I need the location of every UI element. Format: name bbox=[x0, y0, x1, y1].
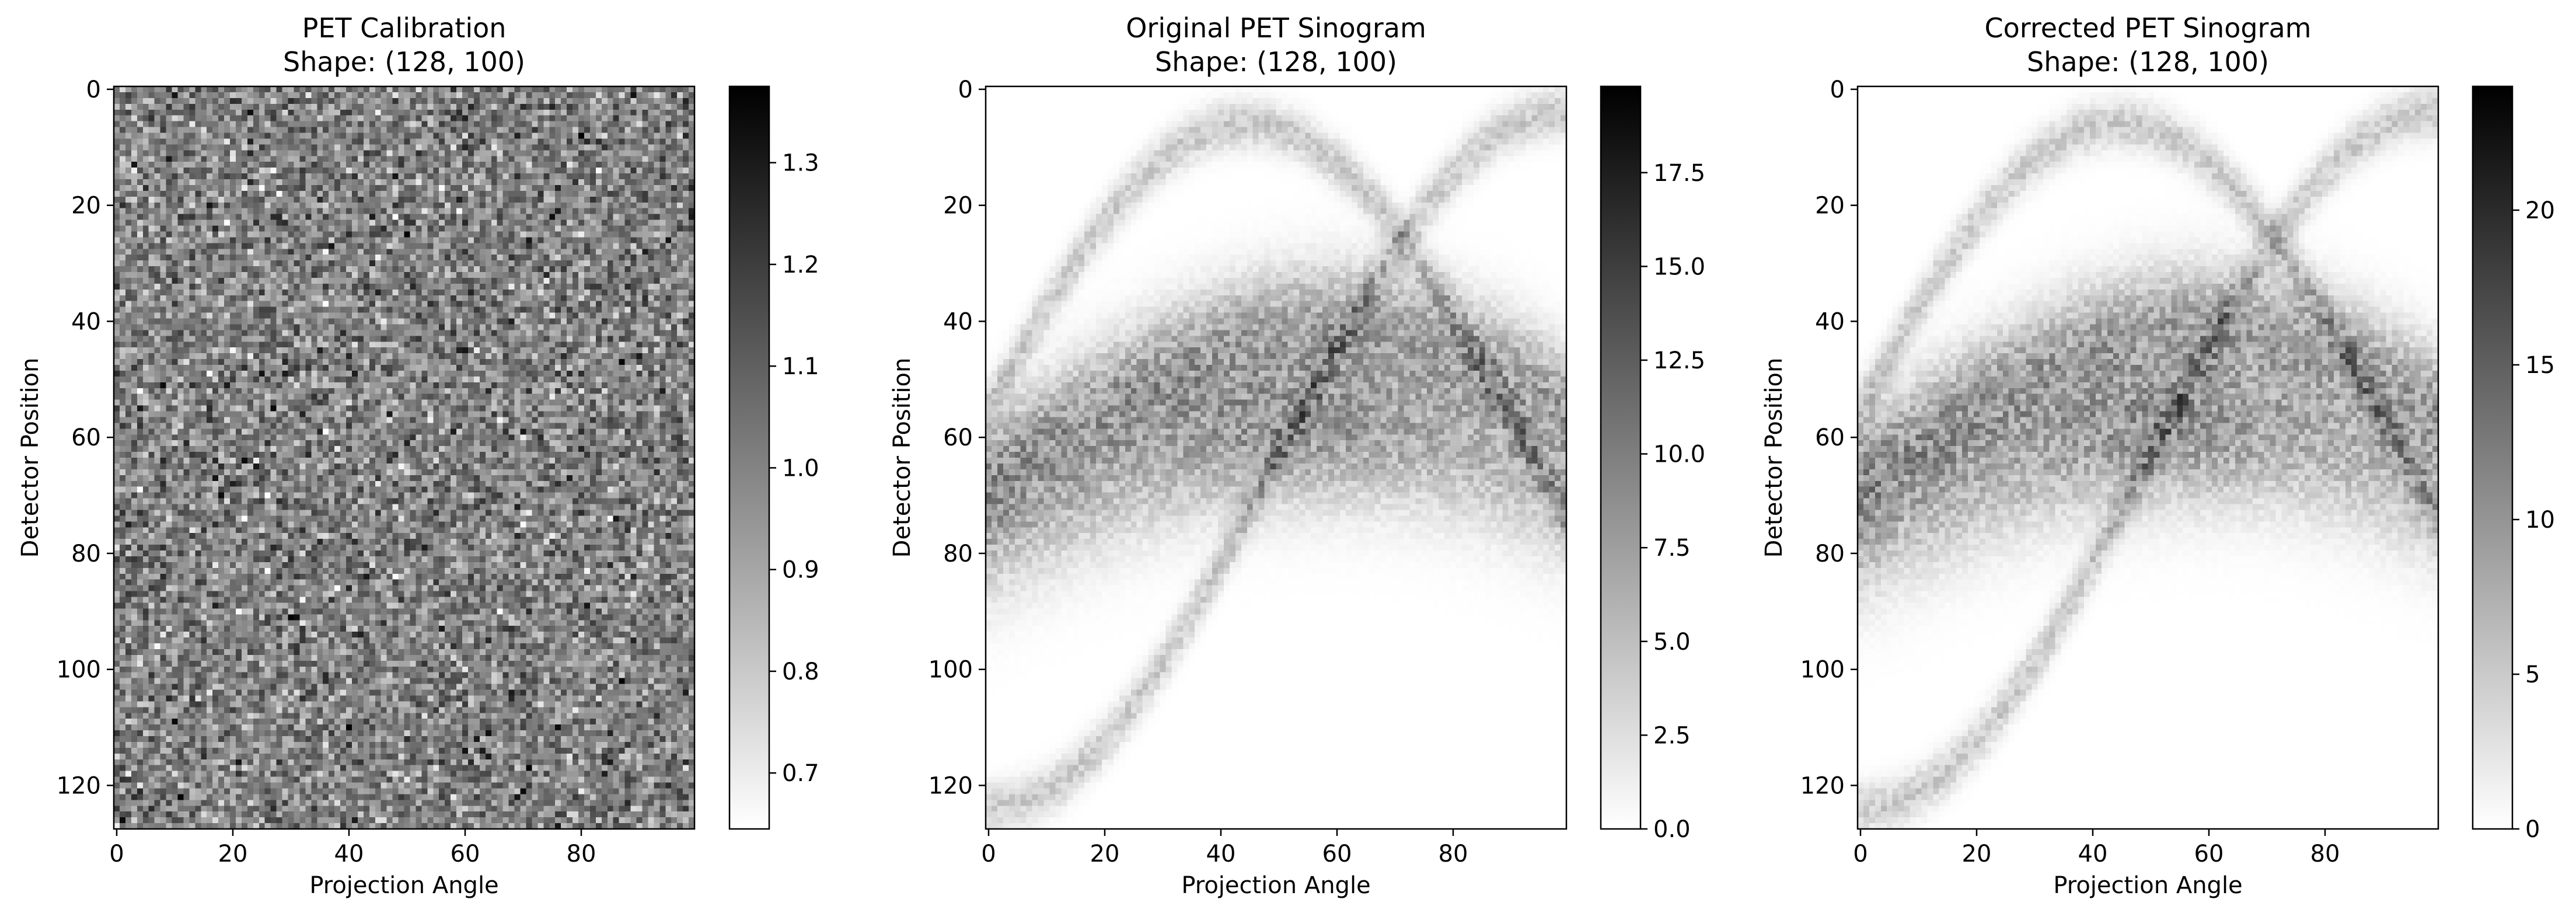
colorbar: 0 5 10 15 20 bbox=[2472, 85, 2555, 843]
y-tick-label: 20 bbox=[943, 193, 973, 219]
x-tick-label: 40 bbox=[334, 841, 364, 867]
colorbar-tick-label: 1.3 bbox=[782, 150, 819, 177]
chart-subtitle: Shape: (128, 100) bbox=[283, 46, 525, 78]
colorbar: 0.0 2.5 5.0 7.5 10.0 12.5 15.0 17.5 bbox=[1600, 85, 1705, 843]
x-tick-label: 0 bbox=[981, 841, 996, 867]
colorbar-tick-label: 0.7 bbox=[782, 760, 819, 787]
colorbar-tick-label: 0.9 bbox=[782, 557, 819, 584]
chart-title: Corrected PET Sinogram bbox=[1985, 12, 2312, 44]
x-axis-label: Projection Angle bbox=[2053, 872, 2242, 899]
colorbar-tick-label: 15 bbox=[2525, 352, 2555, 379]
colorbar-tick-label: 10 bbox=[2525, 507, 2555, 534]
y-axis-label: Detector Position bbox=[889, 358, 916, 558]
y-axis-label: Detector Position bbox=[17, 358, 44, 558]
y-tick-label: 0 bbox=[958, 76, 973, 103]
colorbar-tick-label: 5.0 bbox=[1653, 629, 1691, 656]
x-tick-label: 40 bbox=[2078, 841, 2108, 867]
x-tick-label: 60 bbox=[451, 841, 480, 867]
plot-frame bbox=[113, 85, 696, 830]
colorbar-tick-label: 12.5 bbox=[1653, 347, 1705, 374]
y-tick-label: 20 bbox=[1815, 193, 1845, 219]
x-tick-label: 0 bbox=[109, 841, 124, 867]
x-tick-label: 20 bbox=[1962, 841, 1992, 867]
colorbar-bar bbox=[728, 85, 770, 830]
x-tick-label: 20 bbox=[218, 841, 248, 867]
plot-frame bbox=[985, 85, 1568, 830]
y-tick-label: 120 bbox=[57, 772, 101, 799]
colorbar-tick-label: 10.0 bbox=[1653, 441, 1705, 468]
y-tick-label: 0 bbox=[1830, 76, 1845, 103]
y-tick-label: 100 bbox=[57, 657, 101, 684]
heatmap-image bbox=[1858, 86, 2438, 829]
y-tick-label: 100 bbox=[929, 657, 973, 684]
y-tick-label: 40 bbox=[71, 308, 101, 335]
y-tick-label: 60 bbox=[943, 424, 973, 451]
colorbar-tick-label: 2.5 bbox=[1653, 722, 1691, 749]
colorbar-tick-label: 7.5 bbox=[1653, 535, 1691, 562]
y-axis-label: Detector Position bbox=[1761, 358, 1788, 558]
colorbar-tick-label: 15.0 bbox=[1653, 253, 1705, 280]
colorbar-tick-label: 1.0 bbox=[782, 455, 819, 482]
x-tick-label: 20 bbox=[1090, 841, 1120, 867]
chart-title: Original PET Sinogram bbox=[1126, 12, 1426, 44]
y-tick-label: 80 bbox=[1815, 541, 1845, 567]
colorbar-tick-label: 0.0 bbox=[1653, 816, 1691, 843]
y-tick-label: 60 bbox=[71, 424, 101, 451]
colorbar-tick-label: 17.5 bbox=[1653, 160, 1705, 187]
x-tick-label: 80 bbox=[2310, 841, 2340, 867]
chart-subtitle: Shape: (128, 100) bbox=[1155, 46, 1397, 78]
colorbar-bar bbox=[1600, 85, 1642, 830]
plot-frame bbox=[1856, 85, 2439, 830]
colorbar-tick-label: 5 bbox=[2525, 661, 2540, 688]
colorbar-tick-label: 0 bbox=[2525, 816, 2540, 843]
y-tick-label: 40 bbox=[943, 308, 973, 335]
y-tick-label: 120 bbox=[1800, 772, 1845, 799]
panel-1: 0 20 40 60 80 0 20 40 60 80 100 120 PET CalibrationS… bbox=[17, 12, 819, 899]
y-tick-label: 80 bbox=[943, 541, 973, 567]
x-axis-label: Projection Angle bbox=[309, 872, 498, 899]
colorbar-tick-label: 0.8 bbox=[782, 658, 819, 685]
y-tick-label: 120 bbox=[929, 772, 973, 799]
y-tick-label: 20 bbox=[71, 193, 101, 219]
colorbar-tick-label: 1.2 bbox=[782, 252, 819, 278]
x-tick-label: 60 bbox=[1322, 841, 1352, 867]
y-tick-label: 60 bbox=[1815, 424, 1845, 451]
colorbar-tick-label: 20 bbox=[2525, 197, 2555, 224]
heatmap-image bbox=[986, 86, 1566, 829]
chart-title: PET Calibration bbox=[302, 12, 507, 44]
x-tick-label: 60 bbox=[2194, 841, 2224, 867]
colorbar-tick-label: 1.1 bbox=[782, 353, 819, 380]
heatmap-image bbox=[114, 86, 694, 829]
x-tick-label: 40 bbox=[1206, 841, 1236, 867]
x-axis-label: Projection Angle bbox=[1181, 872, 1370, 899]
colorbar-bar bbox=[2472, 85, 2514, 830]
x-tick-label: 0 bbox=[1853, 841, 1868, 867]
panel-2: 0 20 40 60 80 0 20 40 60 80 100 120 Original PET Sin… bbox=[889, 12, 1705, 899]
chart-subtitle: Shape: (128, 100) bbox=[2027, 46, 2269, 78]
y-tick-label: 0 bbox=[86, 76, 101, 103]
y-tick-label: 100 bbox=[1800, 657, 1845, 684]
x-tick-label: 80 bbox=[567, 841, 596, 867]
colorbar: 0.7 0.8 0.9 1.0 1.1 1.2 1.3 bbox=[728, 85, 819, 830]
y-tick-label: 80 bbox=[71, 541, 101, 567]
x-tick-label: 80 bbox=[1439, 841, 1468, 867]
y-tick-label: 40 bbox=[1815, 308, 1845, 335]
